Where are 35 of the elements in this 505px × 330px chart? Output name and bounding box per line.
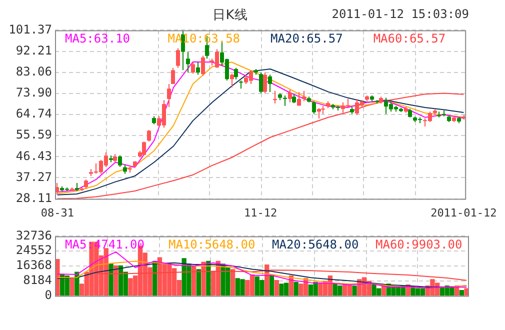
bar [459, 290, 464, 296]
y-tick-label: 73.90 [16, 86, 52, 100]
y-tick-label: 8184 [23, 273, 52, 288]
y-tick-label: 32736 [16, 228, 52, 242]
y-tick-label: 83.06 [16, 64, 52, 78]
text: MA60:65.57 [373, 31, 446, 46]
y-tick-label: 92.21 [16, 43, 52, 58]
bar [294, 282, 298, 296]
text: MA5:63.10 [65, 31, 130, 46]
y-tick-label: 16368 [16, 258, 52, 272]
y-tick-label: 64.74 [16, 106, 52, 121]
series-label: MA60:9903.00 [376, 237, 462, 252]
bar [230, 269, 236, 296]
bar [274, 280, 279, 296]
x-tick-label: 2011-01-12 [430, 206, 497, 220]
series-label: MA20:65.57 [270, 31, 343, 46]
y-tick-label: 0 [44, 288, 52, 302]
bar [108, 264, 114, 296]
series-label: MA10:5648.00 [168, 237, 256, 252]
series-label: MA20:5648.00 [272, 237, 359, 252]
x-tick-label: 11-12 [244, 206, 278, 220]
bar [70, 278, 74, 296]
chart-title: 日K线 [212, 7, 248, 24]
bar [114, 265, 118, 296]
y-tick-label: 101.37 [8, 22, 52, 36]
y-tick-label: 28.11 [16, 190, 52, 205]
y-tick-label: 46.43 [16, 148, 52, 163]
y-tick-label: 24552 [16, 243, 52, 258]
bar [196, 269, 202, 296]
x-tick-label: 08-31 [40, 206, 74, 220]
y-tick-label: 37.27 [16, 170, 52, 184]
y-tick-label: 55.59 [16, 128, 52, 142]
chart-subtitle: 2011-01-12 15:03:09 [332, 7, 469, 21]
bar [191, 266, 196, 296]
bar [352, 285, 357, 296]
